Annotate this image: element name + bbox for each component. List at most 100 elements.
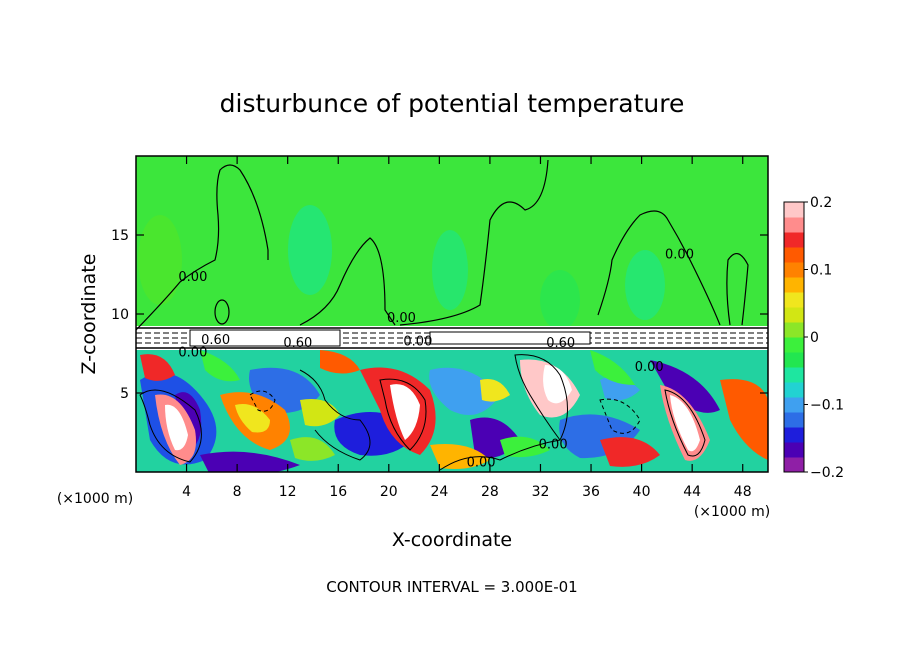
x-unit-label-left: (×1000 m) bbox=[57, 491, 133, 507]
contour-line bbox=[514, 354, 568, 441]
contour-line bbox=[249, 390, 276, 412]
field-patch bbox=[138, 215, 182, 305]
contour-line bbox=[379, 378, 427, 451]
field-patch bbox=[165, 404, 188, 451]
contour-label: 0.00 bbox=[467, 455, 496, 470]
x-tick-label: 16 bbox=[329, 484, 347, 500]
chart-title: disturbunce of potential temperature bbox=[220, 89, 685, 118]
colorbar-segment bbox=[784, 217, 804, 233]
colorbar-segment bbox=[784, 442, 804, 458]
field-patch bbox=[432, 230, 468, 310]
colorbar bbox=[784, 202, 804, 473]
field-patch bbox=[720, 379, 768, 460]
contour-label: 0.00 bbox=[178, 346, 207, 361]
contour-label: 0.00 bbox=[403, 335, 432, 350]
field-patch bbox=[290, 437, 335, 461]
field-patch bbox=[650, 360, 720, 413]
y-tick-label: 5 bbox=[120, 386, 129, 402]
x-axis-ticks: 4 8 12 16 20 24 28 32 36 40 44 48 bbox=[182, 156, 752, 500]
colorbar-segment bbox=[784, 262, 804, 278]
colorbar-segment bbox=[784, 427, 804, 443]
colorbar-segment bbox=[784, 412, 804, 428]
contour-label: 0.00 bbox=[387, 311, 416, 326]
y-axis-label: Z-coordinate bbox=[78, 254, 100, 375]
contour-line bbox=[597, 210, 721, 326]
x-tick-label: 20 bbox=[380, 484, 398, 500]
contour-labels: 0.000.000.000.60 0.600.000.600.000.000.00… bbox=[178, 248, 694, 471]
field-patch bbox=[670, 395, 700, 452]
colorbar-tick-label: 0 bbox=[810, 330, 819, 346]
x-tick-label: 8 bbox=[233, 484, 242, 500]
field-patch bbox=[480, 379, 510, 402]
colorbar-tick-label: −0.1 bbox=[810, 398, 844, 414]
x-tick-label: 28 bbox=[481, 484, 499, 500]
plot-field bbox=[136, 156, 768, 472]
y-tick-label: 10 bbox=[111, 307, 129, 323]
colorbar-segment bbox=[784, 322, 804, 338]
field-patch bbox=[625, 250, 665, 320]
contour-label: 0.00 bbox=[178, 270, 207, 285]
field-patch bbox=[320, 350, 360, 374]
colorbar-tick-label: 0.1 bbox=[810, 263, 832, 279]
colorbar-segment bbox=[784, 367, 804, 383]
contour-label: 0.60 bbox=[546, 336, 575, 351]
contour-line bbox=[726, 253, 749, 326]
x-tick-label: 24 bbox=[430, 484, 448, 500]
colorbar-segment bbox=[784, 247, 804, 263]
contour-label: 0.00 bbox=[665, 248, 694, 263]
contour-interval-note: CONTOUR INTERVAL = 3.000E-01 bbox=[326, 578, 577, 596]
contour-line bbox=[139, 389, 202, 463]
colorbar-segment bbox=[784, 457, 804, 473]
colorbar-segment bbox=[784, 337, 804, 353]
contour-line bbox=[439, 439, 561, 471]
colorbar-segment bbox=[784, 292, 804, 308]
interface-contour bbox=[429, 331, 591, 345]
contour-line bbox=[299, 237, 396, 326]
contour-line bbox=[399, 159, 549, 326]
x-tick-label: 48 bbox=[734, 484, 752, 500]
field-patch bbox=[543, 365, 572, 404]
field-patch bbox=[590, 350, 635, 385]
contour-line bbox=[599, 398, 641, 434]
colorbar-segment bbox=[784, 232, 804, 248]
colorbar-segment bbox=[784, 202, 804, 218]
contour-label: 0.00 bbox=[635, 360, 664, 375]
x-tick-label: 12 bbox=[279, 484, 297, 500]
field-patch bbox=[500, 436, 550, 458]
field-patch bbox=[235, 404, 270, 433]
colorbar-segment bbox=[784, 352, 804, 368]
contour-label: 0.60 bbox=[283, 336, 312, 351]
x-tick-label: 36 bbox=[582, 484, 600, 500]
x-tick-label: 4 bbox=[182, 484, 191, 500]
field-patch bbox=[200, 451, 300, 472]
colorbar-segment bbox=[784, 397, 804, 413]
colorbar-tick-label: 0.2 bbox=[810, 195, 832, 211]
y-axis-ticks: 5 10 15 bbox=[111, 228, 768, 402]
x-tick-label: 44 bbox=[683, 484, 701, 500]
y-tick-label: 15 bbox=[111, 228, 129, 244]
x-tick-label: 40 bbox=[633, 484, 651, 500]
field-patch bbox=[390, 384, 420, 440]
contour-line bbox=[214, 299, 230, 325]
field-patch bbox=[140, 354, 175, 381]
field-patch bbox=[288, 205, 332, 295]
field-patch bbox=[430, 444, 490, 469]
contour-label: 0.60 bbox=[201, 333, 230, 348]
colorbar-ticks: 0.2 0.1 0 −0.1 −0.2 bbox=[804, 195, 844, 481]
colorbar-segment bbox=[784, 277, 804, 293]
field-patch bbox=[540, 270, 580, 330]
interface-contour bbox=[189, 329, 341, 347]
colorbar-tick-label: −0.2 bbox=[810, 465, 844, 481]
colorbar-segment bbox=[784, 382, 804, 398]
x-unit-label-right: (×1000 m) bbox=[694, 504, 770, 520]
contour-line bbox=[664, 389, 706, 457]
x-axis-label: X-coordinate bbox=[392, 529, 512, 551]
contour-line bbox=[136, 164, 269, 331]
x-tick-label: 32 bbox=[532, 484, 550, 500]
field-patch bbox=[200, 350, 240, 382]
field-patch bbox=[600, 437, 660, 467]
colorbar-segment bbox=[784, 307, 804, 323]
contour-line bbox=[299, 369, 371, 461]
contour-label: 0.00 bbox=[539, 437, 568, 452]
